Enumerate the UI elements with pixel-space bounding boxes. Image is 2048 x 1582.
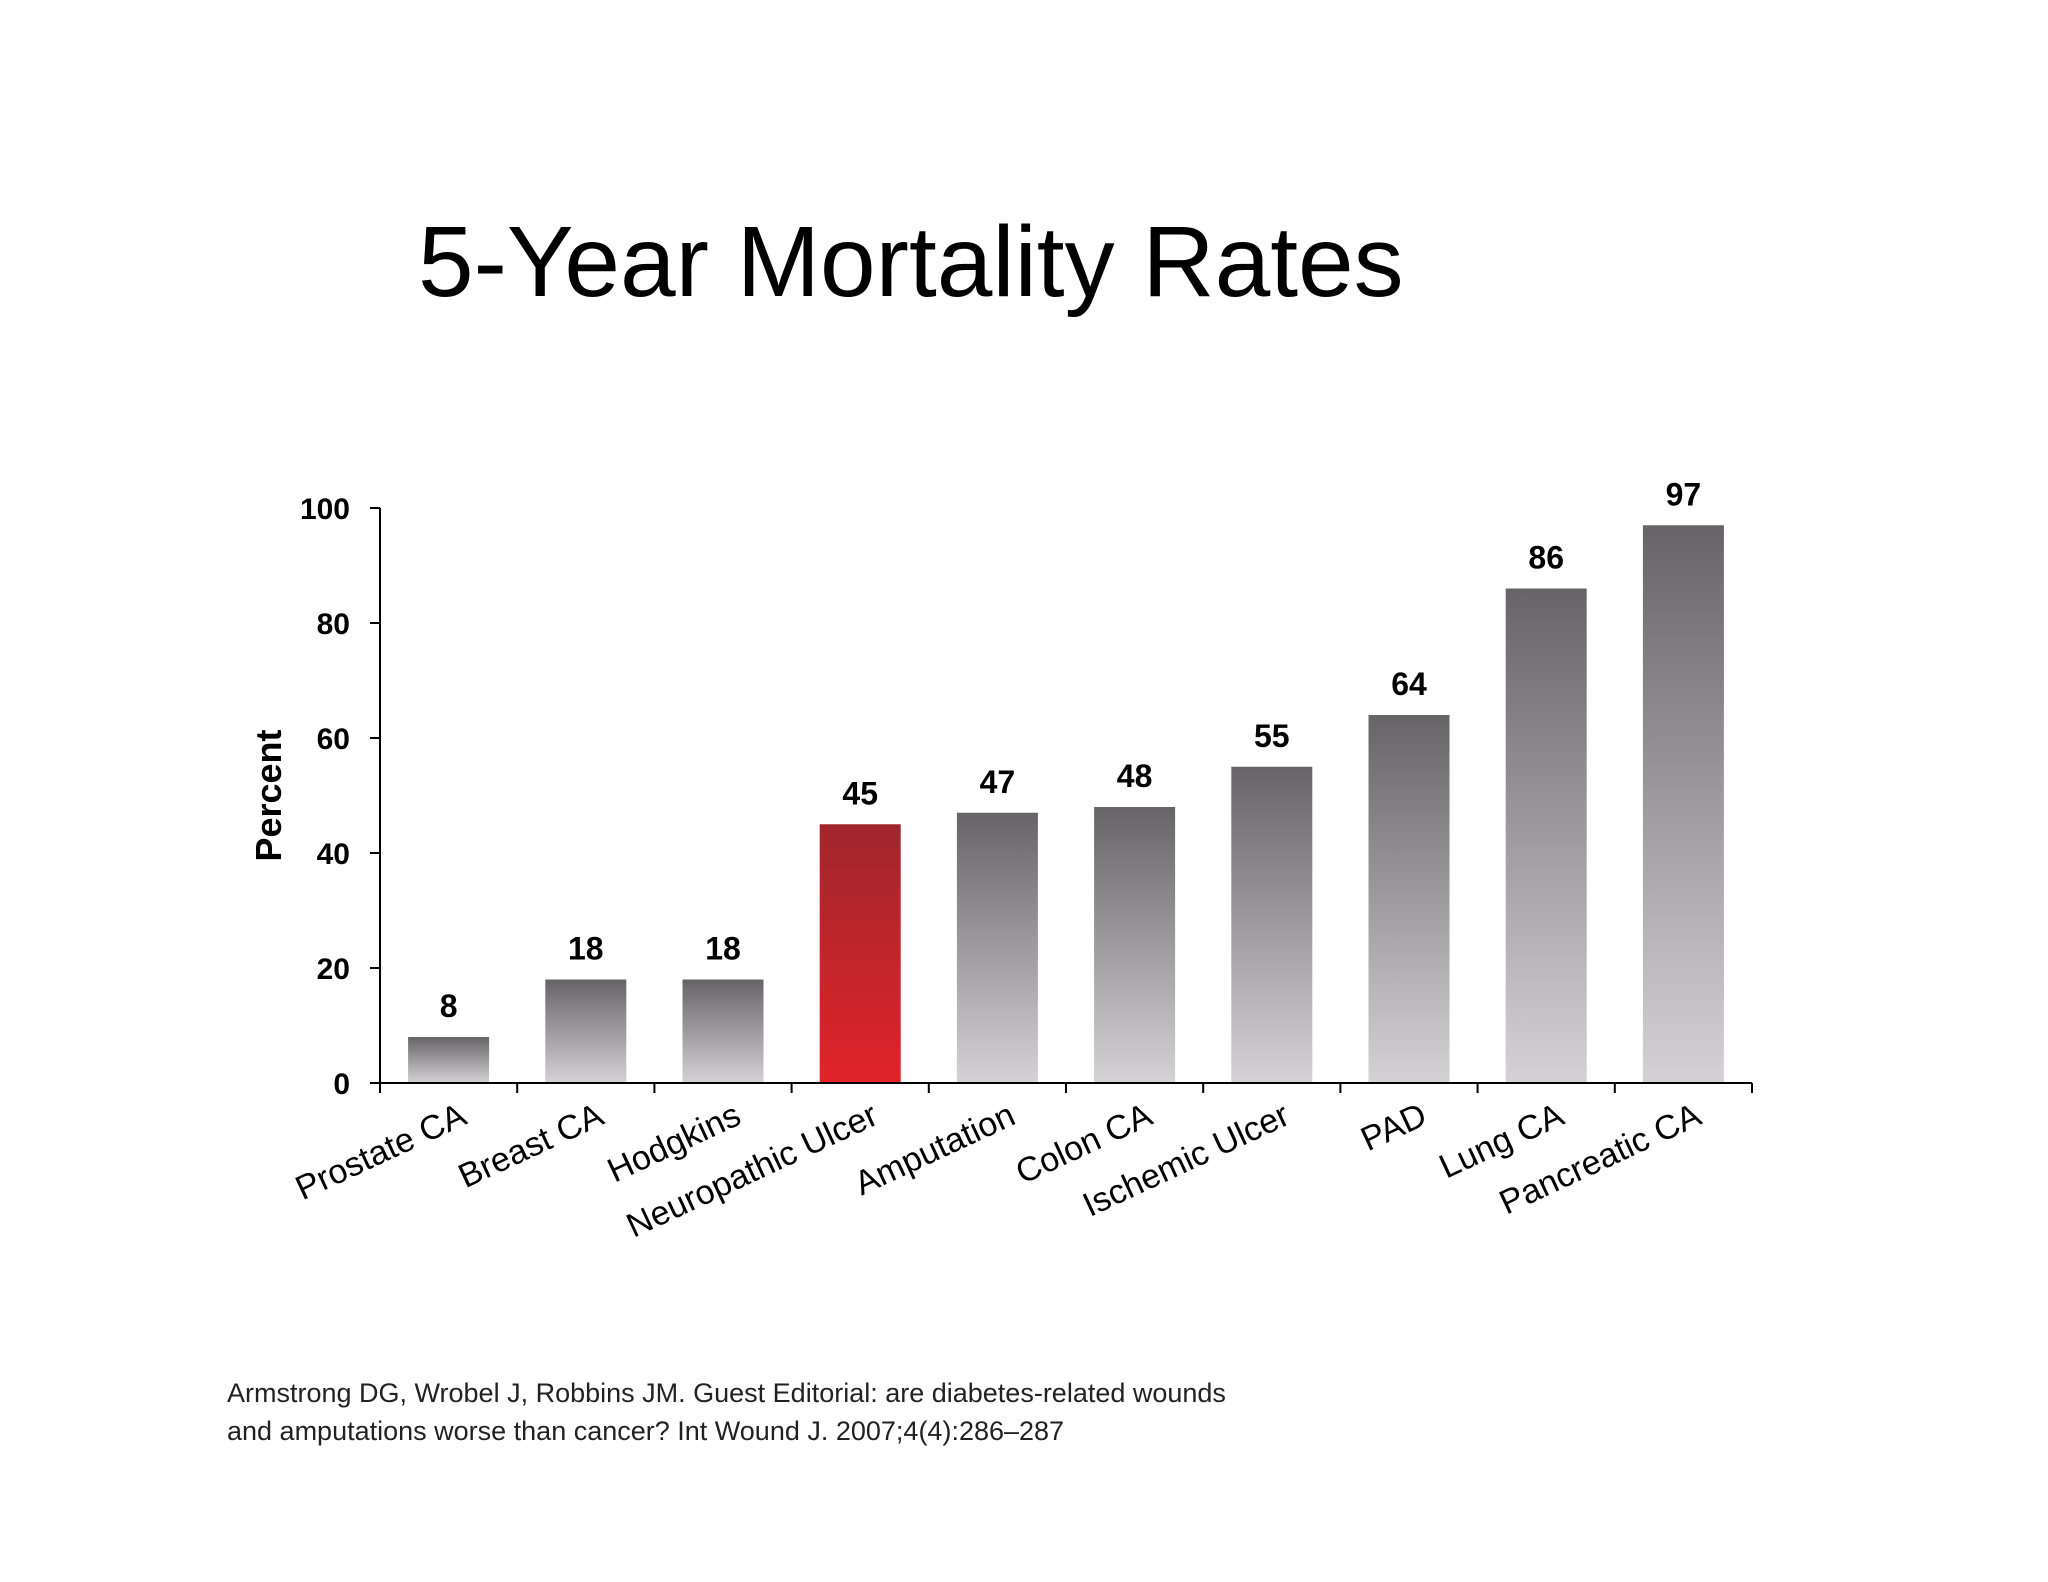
bar-pancreatic-ca (1642, 525, 1724, 1083)
bar-amputation (956, 812, 1038, 1083)
data-label: 45 (842, 775, 878, 811)
data-label: 86 (1528, 540, 1564, 576)
bar-hodgkins (682, 979, 764, 1083)
bar-neuropathic-ulcer (819, 824, 901, 1083)
data-label: 64 (1391, 666, 1427, 702)
category-label: PAD (1355, 1096, 1432, 1159)
bar-breast-ca (545, 979, 627, 1083)
slide-title: 5-Year Mortality Rates (418, 206, 1404, 318)
data-label: 97 (1666, 476, 1702, 512)
data-label: 8 (440, 988, 458, 1024)
citation: Armstrong DG, Wrobel J, Robbins JM. Gues… (227, 1374, 1226, 1450)
bar-pad (1368, 715, 1450, 1083)
y-tick-label: 20 (317, 953, 350, 986)
bar-colon-ca (1094, 807, 1176, 1083)
data-label: 18 (568, 931, 604, 967)
y-tick-label: 0 (333, 1068, 350, 1101)
data-label: 47 (980, 764, 1016, 800)
bar-ischemic-ulcer (1231, 766, 1313, 1083)
data-label: 55 (1254, 718, 1290, 754)
y-tick-label: 40 (317, 838, 350, 871)
data-label: 48 (1117, 758, 1153, 794)
data-label: 18 (705, 931, 741, 967)
category-label: Breast CA (453, 1096, 610, 1196)
category-label: Neuropathic Ulcer (621, 1096, 884, 1245)
y-axis-title: Percent (248, 729, 289, 861)
bar-prostate-ca (408, 1037, 490, 1083)
bar-lung-ca (1505, 588, 1587, 1083)
y-tick-label: 80 (317, 608, 350, 641)
citation-line-1: Armstrong DG, Wrobel J, Robbins JM. Gues… (227, 1378, 1226, 1408)
category-label: Prostate CA (290, 1096, 472, 1208)
axes-group: 0 20 40 60 80 100 Percent (248, 493, 1753, 1101)
citation-line-2: and amputations worse than cancer? Int W… (227, 1416, 1065, 1446)
bars-group (408, 525, 1724, 1083)
y-tick-label: 100 (300, 493, 350, 526)
y-tick-label: 60 (317, 723, 350, 756)
